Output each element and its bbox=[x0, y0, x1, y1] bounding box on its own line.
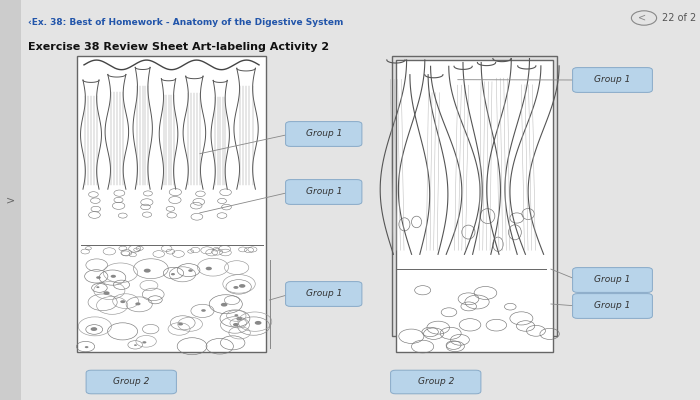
Circle shape bbox=[234, 314, 238, 316]
Circle shape bbox=[188, 269, 193, 272]
Text: Group 1: Group 1 bbox=[306, 290, 342, 298]
Bar bbox=[0, 0, 21, 400]
Text: Group 1: Group 1 bbox=[594, 276, 631, 284]
FancyBboxPatch shape bbox=[286, 122, 362, 146]
Text: >: > bbox=[6, 195, 15, 205]
FancyBboxPatch shape bbox=[286, 180, 362, 204]
Circle shape bbox=[104, 291, 110, 295]
Text: Group 1: Group 1 bbox=[594, 302, 631, 310]
Circle shape bbox=[93, 328, 97, 330]
Text: Group 2: Group 2 bbox=[418, 378, 454, 386]
Circle shape bbox=[237, 317, 242, 320]
Text: Group 1: Group 1 bbox=[306, 188, 342, 196]
Circle shape bbox=[85, 346, 88, 348]
Circle shape bbox=[233, 323, 239, 326]
Text: Group 2: Group 2 bbox=[113, 378, 149, 386]
FancyBboxPatch shape bbox=[286, 282, 362, 306]
Circle shape bbox=[96, 276, 101, 279]
Circle shape bbox=[206, 267, 212, 270]
Circle shape bbox=[90, 327, 97, 331]
FancyBboxPatch shape bbox=[573, 294, 652, 318]
Circle shape bbox=[220, 303, 228, 306]
Bar bbox=[77, 56, 266, 352]
Circle shape bbox=[120, 300, 125, 303]
FancyBboxPatch shape bbox=[391, 370, 481, 394]
FancyBboxPatch shape bbox=[86, 370, 176, 394]
Circle shape bbox=[239, 284, 246, 288]
Text: Group 1: Group 1 bbox=[306, 130, 342, 138]
Text: Group 1: Group 1 bbox=[594, 76, 631, 84]
Text: ‹Ex. 38: Best of Homework - Anatomy of the Digestive System: ‹Ex. 38: Best of Homework - Anatomy of t… bbox=[28, 18, 344, 27]
Text: <: < bbox=[638, 13, 646, 23]
Bar bbox=[395, 60, 553, 352]
Circle shape bbox=[142, 341, 146, 344]
Circle shape bbox=[111, 275, 116, 278]
Circle shape bbox=[134, 344, 137, 346]
Circle shape bbox=[255, 321, 262, 325]
Circle shape bbox=[135, 302, 141, 305]
Circle shape bbox=[171, 273, 175, 275]
Text: Exercise 38 Review Sheet Art-labeling Activity 2: Exercise 38 Review Sheet Art-labeling Ac… bbox=[28, 42, 329, 52]
Circle shape bbox=[201, 309, 206, 312]
FancyBboxPatch shape bbox=[573, 68, 652, 92]
Circle shape bbox=[144, 269, 150, 273]
Circle shape bbox=[233, 286, 239, 289]
Bar bbox=[392, 56, 556, 336]
Circle shape bbox=[178, 323, 183, 326]
FancyBboxPatch shape bbox=[573, 268, 652, 292]
Text: 22 of 2: 22 of 2 bbox=[662, 13, 696, 23]
Circle shape bbox=[97, 286, 99, 288]
